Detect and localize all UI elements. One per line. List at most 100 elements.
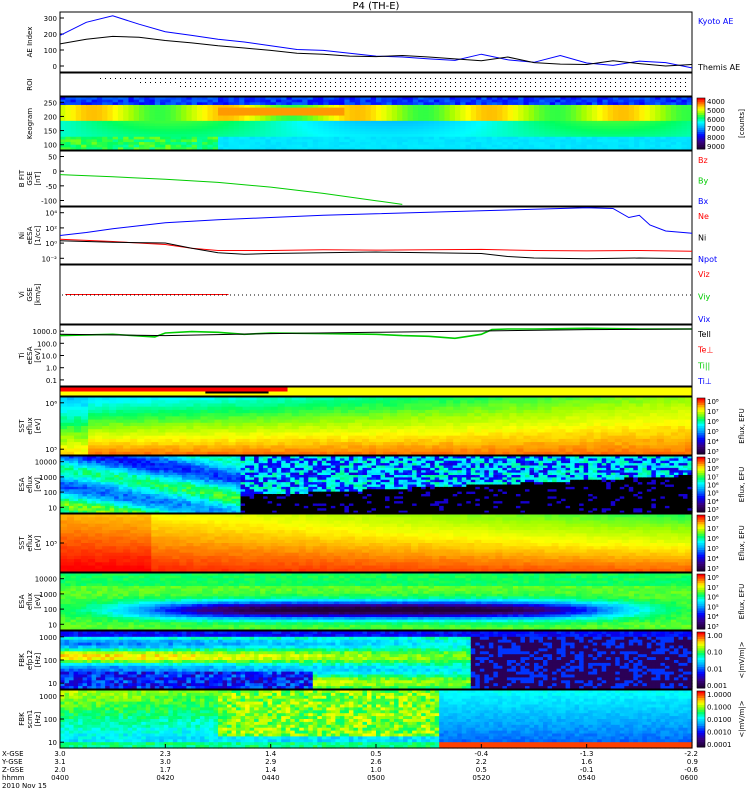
- ae-ytick-2: 200: [44, 31, 57, 39]
- fbk_b-colorbar: 1.0000 0.1000 0.0100 0.0010 0.0001 <|mV/m|>: [696, 690, 746, 749]
- ti-ytick-2: 10.0: [41, 353, 57, 361]
- ni-legend-0: Ne: [698, 212, 709, 221]
- sst_e-colorbar-tick-5: 10³: [707, 448, 719, 456]
- esa_e-ylabel-1: eflux: [26, 476, 34, 493]
- esa_i-ytick-3: 10000: [35, 576, 57, 584]
- sst_i-colorbar-label: Eflux, EFU: [738, 525, 746, 560]
- time-row-2-value-4: 0.5: [476, 766, 487, 774]
- keogram-colorbar-tick-4: 8000: [707, 134, 725, 142]
- esa_i-colorbar-tick-3: 10⁵: [707, 603, 719, 611]
- sst_e-ylabel-0: SST: [18, 419, 26, 433]
- ni-ytick-1: 10⁰: [45, 240, 57, 248]
- ae-legend-1: Themis AE: [697, 63, 740, 72]
- bfit-ytick-3: 50: [48, 154, 57, 162]
- esa_e-frame: [59, 455, 693, 514]
- ti-ylabel-1: eESA: [26, 346, 34, 364]
- esa_i-colorbar-tick-2: 10⁶: [707, 594, 719, 602]
- sst_i-ylabel-2: [eV]: [34, 535, 42, 550]
- bfit-series-By: [59, 174, 403, 205]
- sst_e-colorbar-tick-0: 10⁸: [707, 398, 719, 406]
- esa_i-colorbar-tick-5: 10³: [707, 623, 719, 631]
- keogram-colorbar-tick-3: 7000: [707, 125, 725, 133]
- esa_e-ytick-1: 100: [44, 489, 57, 497]
- sst_e-ytick-0: 10⁵: [45, 446, 57, 454]
- sst_e-frame: [59, 396, 693, 456]
- esa_e-ylabel-2: [eV]: [34, 477, 42, 492]
- time-row-2-value-6: -0.6: [684, 766, 698, 774]
- time-row-2-value-0: 2.0: [54, 766, 65, 774]
- sst_e-colorbar-tick-3: 10⁵: [707, 428, 719, 436]
- bfit-ylabel-0: B FIT: [18, 169, 26, 187]
- sst_e-spectrogram: [60, 397, 693, 456]
- sst_e-ylabel-1: eflux: [26, 417, 34, 434]
- sst_e-ylabel-2: [eV]: [34, 418, 42, 433]
- vi-legend-0: Viz: [698, 270, 710, 279]
- esa_i-ylabel-2: [eV]: [34, 594, 42, 609]
- bfit-legend-2: Bx: [698, 197, 708, 206]
- vi-ylabel-1: GSE: [26, 287, 34, 301]
- fbk_b-colorbar-tick-2: 0.0100: [707, 716, 732, 724]
- time-row-3-value-5: 0540: [578, 774, 596, 782]
- fbk_b-spectrogram: [60, 690, 693, 749]
- vi-frame: [59, 264, 693, 325]
- esa_i-colorbar-tick-0: 10⁸: [707, 574, 719, 582]
- esa_i-ytick-0: 10: [48, 621, 57, 629]
- ae-frame: [59, 11, 693, 73]
- time-row-0-value-4: -0.4: [474, 750, 488, 758]
- time-row-label-0: X-GSE: [2, 750, 24, 758]
- roi-dots: [100, 78, 686, 91]
- vi-ylabel-0: Vi: [18, 291, 26, 298]
- keogram-ytick-0: 100: [44, 142, 57, 150]
- fbk_b-colorbar-label: <|mV/m|>: [738, 700, 746, 737]
- fbk_e-colorbar-tick-3: 0.001: [707, 682, 727, 690]
- sst_i-ylabel-1: eflux: [26, 534, 34, 551]
- ti-series-Ti: [59, 327, 692, 340]
- esa_e-ytick-0: 10: [48, 504, 57, 512]
- fbk_e-ytick-2: 1000: [39, 634, 57, 642]
- sst_e-colorbar-tick-2: 10⁶: [707, 418, 719, 426]
- esa_e-colorbar-tick-2: 10⁷: [707, 473, 719, 481]
- modebar-frame: [59, 386, 693, 397]
- roi-frame: [59, 72, 693, 97]
- esa_e-ytick-2: 1000: [39, 474, 57, 482]
- time-row-2-value-1: 1.7: [160, 766, 171, 774]
- bfit-frame: [59, 150, 693, 207]
- esa_e-colorbar-tick-1: 10⁸: [707, 465, 719, 473]
- keogram-colorbar-tick-1: 5000: [707, 107, 725, 115]
- ae-series-ThemisAE: [59, 35, 693, 67]
- keogram-ytick-1: 150: [44, 128, 57, 136]
- sst_i-ylabel-0: SST: [18, 536, 26, 550]
- time-row-3-value-0: 0400: [51, 774, 69, 782]
- keogram-spectrogram: [60, 97, 693, 151]
- sst_e-colorbar-tick-4: 10⁴: [707, 438, 719, 446]
- esa_i-ytick-1: 100: [44, 606, 57, 614]
- roi-ylabel-0: ROI: [26, 78, 34, 90]
- keogram-ytick-3: 250: [44, 99, 57, 107]
- ti-ylabel-0: Ti: [18, 352, 26, 359]
- ti-ytick-1: 1.0: [46, 365, 57, 373]
- time-row-label-2: Z-GSE: [2, 766, 24, 774]
- bfit-ylabel-1: GSE: [26, 171, 34, 185]
- ae-ytick-1: 100: [44, 47, 57, 55]
- sst_i-colorbar-tick-5: 10³: [707, 565, 719, 573]
- fbk_e-colorbar-tick-0: 1.00: [707, 632, 723, 640]
- esa_i-colorbar-tick-1: 10⁷: [707, 584, 719, 592]
- ae-series-KyotoAE: [59, 15, 693, 69]
- fbk_b-ytick-0: 10: [48, 739, 57, 747]
- ti-legend-1: Te⊥: [697, 346, 713, 355]
- vi-ylabel-2: [km/s]: [34, 283, 42, 306]
- time-row-1-value-0: 3.1: [54, 758, 65, 766]
- esa_i-colorbar-label: Eflux, EFU: [738, 584, 746, 619]
- esa_e-spectrogram: [60, 456, 693, 514]
- ni-series-Ne: [59, 238, 693, 252]
- time-row-0-value-0: 3.0: [54, 750, 65, 758]
- esa_e-colorbar-tick-5: 10⁴: [707, 498, 719, 506]
- fbk_b-colorbar-tick-3: 0.0010: [707, 729, 732, 737]
- bfit-ytick-1: -50: [46, 183, 57, 191]
- fbk_b-ylabel-1: scm1: [26, 710, 34, 729]
- mode-bar-yellow: [287, 387, 692, 392]
- esa_e-colorbar-tick-3: 10⁶: [707, 482, 719, 490]
